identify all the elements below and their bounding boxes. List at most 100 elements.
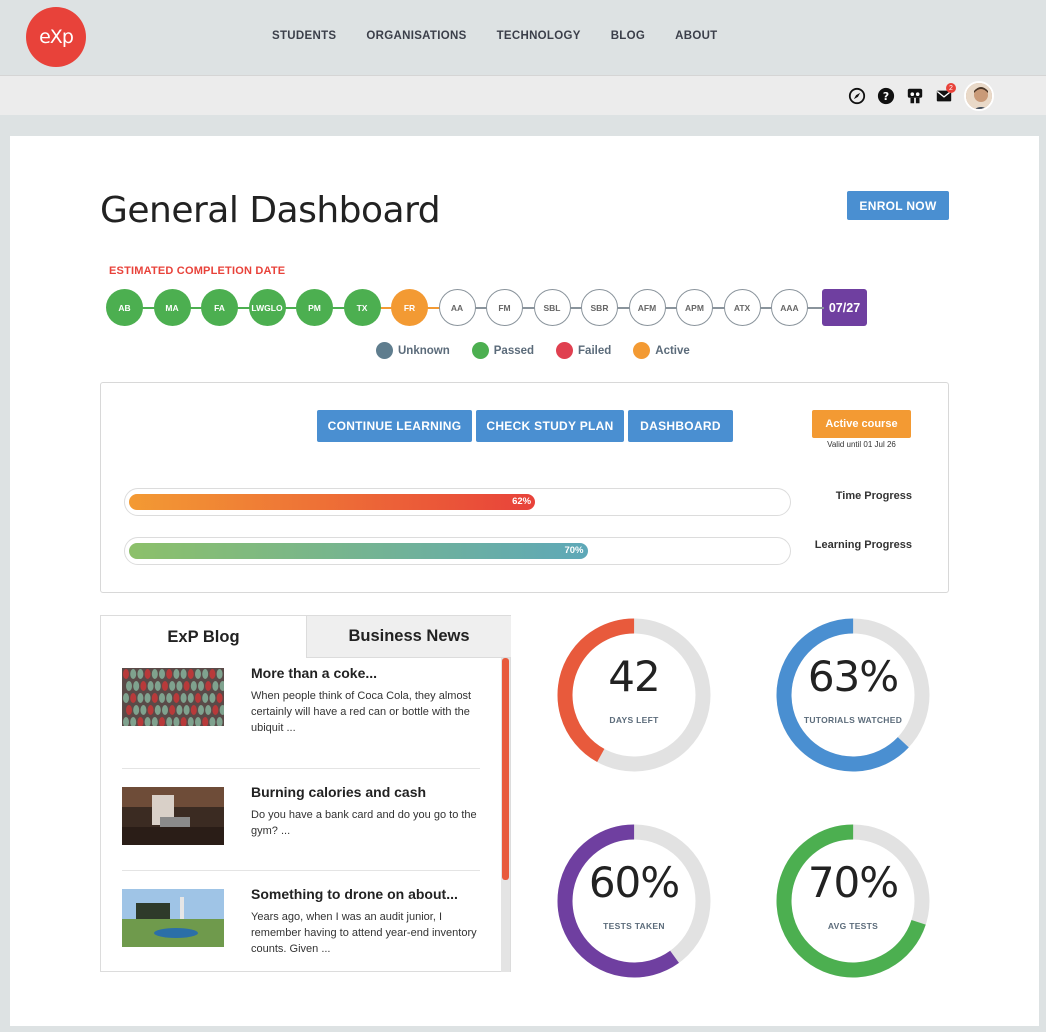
post-excerpt: Years ago, when I was an audit junior, I… bbox=[251, 911, 477, 955]
days-left-gauge: 42 DAYS LEFT bbox=[555, 616, 713, 774]
mail-icon[interactable]: 2 bbox=[929, 81, 958, 111]
module-node-sbl[interactable]: SBL bbox=[533, 289, 571, 326]
gauge-ring bbox=[557, 618, 711, 772]
legend-label: Unknown bbox=[398, 344, 450, 357]
exp-logo[interactable]: eXp bbox=[26, 7, 86, 67]
user-avatar[interactable] bbox=[964, 81, 994, 111]
post-excerpt: Do you have a bank card and do you go to… bbox=[251, 809, 477, 837]
learning-progress-value: 70% bbox=[564, 545, 584, 556]
post-title[interactable]: Something to drone on about... bbox=[251, 886, 458, 902]
post-title[interactable]: More than a coke... bbox=[251, 665, 378, 681]
timeline-connector bbox=[426, 307, 441, 309]
gauge-label: AVG TESTS bbox=[827, 921, 879, 931]
compass-icon[interactable] bbox=[842, 81, 871, 111]
valid-until-text: Valid until 01 Jul 26 bbox=[827, 440, 896, 449]
timeline-connector bbox=[758, 307, 773, 309]
module-node-fm[interactable]: FM bbox=[486, 289, 523, 326]
blog-widget: ExP Blog Business News More than a coke.… bbox=[100, 615, 511, 972]
post-divider bbox=[122, 768, 480, 769]
timeline-connector bbox=[188, 307, 203, 309]
user-toolbar: ? 2 bbox=[0, 75, 1046, 115]
module-node-ab[interactable]: AB bbox=[106, 289, 143, 326]
blog-scrollbar[interactable] bbox=[501, 658, 510, 972]
tests-taken-gauge: 60% TESTS TAKEN bbox=[555, 822, 713, 980]
nav-link-technology[interactable]: TECHNOLOGY bbox=[496, 30, 581, 42]
legend-label: Failed bbox=[578, 344, 612, 357]
check-study-plan-button[interactable]: CHECK STUDY PLAN bbox=[476, 410, 624, 442]
tab-exp-blog[interactable]: ExP Blog bbox=[101, 616, 306, 658]
slideshare-icon[interactable] bbox=[900, 81, 929, 111]
blog-post-list: More than a coke... When people think of… bbox=[101, 658, 501, 972]
legend-item-failed: Failed bbox=[556, 342, 611, 359]
module-node-aa[interactable]: AA bbox=[438, 289, 476, 326]
module-node-ma[interactable]: MA bbox=[153, 289, 191, 326]
legend-dot-unknown bbox=[376, 342, 393, 359]
learning-progress-bar: 70% bbox=[124, 537, 791, 565]
timeline-connector bbox=[568, 307, 583, 309]
timeline-connector bbox=[711, 307, 726, 309]
timeline-connector bbox=[806, 307, 824, 309]
timeline-connector bbox=[236, 307, 251, 309]
top-nav: eXp STUDENTS ORGANISATIONS TECHNOLOGY BL… bbox=[0, 0, 1046, 74]
completion-date-badge: 07/27 bbox=[822, 289, 867, 326]
post-title[interactable]: Burning calories and cash bbox=[251, 784, 427, 800]
enrol-now-button[interactable]: ENROL NOW bbox=[847, 191, 949, 220]
dashboard-card: General Dashboard ENROL NOW ESTIMATED CO… bbox=[10, 136, 1039, 1026]
gauge-label: TUTORIALS WATCHED bbox=[803, 715, 903, 725]
nav-link-students[interactable]: STUDENTS bbox=[272, 30, 337, 42]
module-node-atx[interactable]: ATX bbox=[723, 289, 761, 326]
module-node-sbr[interactable]: SBR bbox=[581, 289, 618, 326]
tutorials-watched-gauge: 63% TUTORIALS WATCHED bbox=[774, 616, 932, 774]
time-progress-label: Time Progress bbox=[835, 490, 912, 502]
timeline-connector bbox=[473, 307, 488, 309]
dashboard-button[interactable]: DASHBOARD bbox=[628, 410, 733, 442]
help-icon[interactable]: ? bbox=[871, 81, 900, 111]
gauge-label: TESTS TAKEN bbox=[603, 921, 665, 931]
post-excerpt: When people think of Coca Cola, they alm… bbox=[251, 690, 472, 734]
legend-item-active: Active bbox=[633, 342, 690, 359]
tab-business-news[interactable]: Business News bbox=[306, 616, 511, 658]
gauge-arc bbox=[776, 618, 930, 772]
gauge-value: 60% bbox=[588, 858, 680, 907]
timeline-connector bbox=[141, 307, 156, 309]
post-thumbnail-gym[interactable] bbox=[122, 787, 224, 845]
module-node-fa[interactable]: FA bbox=[201, 289, 238, 326]
module-node-lwglo[interactable]: LWGLO bbox=[248, 289, 286, 326]
module-node-tx[interactable]: TX bbox=[343, 289, 381, 326]
module-node-fr[interactable]: FR bbox=[391, 289, 428, 326]
timeline-connector bbox=[521, 307, 536, 309]
module-node-aaa[interactable]: AAA bbox=[771, 289, 808, 326]
nav-link-organisations[interactable]: ORGANISATIONS bbox=[366, 30, 467, 42]
learning-progress-fill: 70% bbox=[129, 543, 588, 559]
continue-learning-button[interactable]: CONTINUE LEARNING bbox=[317, 410, 472, 442]
status-legend: Unknown Passed Failed Active bbox=[376, 342, 712, 359]
time-progress-value: 62% bbox=[512, 496, 532, 507]
module-node-afm[interactable]: AFM bbox=[628, 289, 666, 326]
gauge-value: 70% bbox=[807, 858, 899, 907]
gauge-ring bbox=[557, 824, 711, 978]
legend-label: Active bbox=[655, 344, 690, 357]
module-node-pm[interactable]: PM bbox=[296, 289, 333, 326]
gauge-ring bbox=[776, 618, 930, 772]
post-thumbnail-coke[interactable] bbox=[122, 668, 224, 726]
course-progress-panel: CONTINUE LEARNING CHECK STUDY PLAN DASHB… bbox=[100, 382, 949, 593]
legend-dot-passed bbox=[471, 342, 489, 359]
estimated-completion-label: ESTIMATED COMPLETION DATE bbox=[109, 265, 286, 277]
active-course-badge: Active course bbox=[812, 410, 911, 438]
blog-scrollbar-thumb[interactable] bbox=[502, 658, 509, 880]
module-timeline: 07/27 AB MA FA LWGLO PM TX FR AA FM SBL SBR AFM APM A… bbox=[106, 288, 876, 328]
gauge-label: DAYS LEFT bbox=[609, 715, 659, 725]
svg-text:?: ? bbox=[882, 90, 888, 103]
nav-link-about[interactable]: ABOUT bbox=[675, 30, 718, 42]
mail-count-badge: 2 bbox=[946, 83, 956, 93]
main-nav: STUDENTS ORGANISATIONS TECHNOLOGY BLOG A… bbox=[272, 30, 748, 42]
time-progress-fill: 62% bbox=[129, 494, 536, 510]
gauge-value: 42 bbox=[608, 652, 660, 701]
post-thumbnail-drone[interactable] bbox=[122, 889, 224, 947]
page-title: General Dashboard bbox=[100, 190, 441, 231]
avg-tests-gauge: 70% AVG TESTS bbox=[774, 822, 932, 980]
legend-dot-failed bbox=[556, 342, 574, 359]
module-node-apm[interactable]: APM bbox=[676, 289, 713, 326]
legend-item-unknown: Unknown bbox=[376, 342, 450, 359]
nav-link-blog[interactable]: BLOG bbox=[610, 30, 646, 42]
